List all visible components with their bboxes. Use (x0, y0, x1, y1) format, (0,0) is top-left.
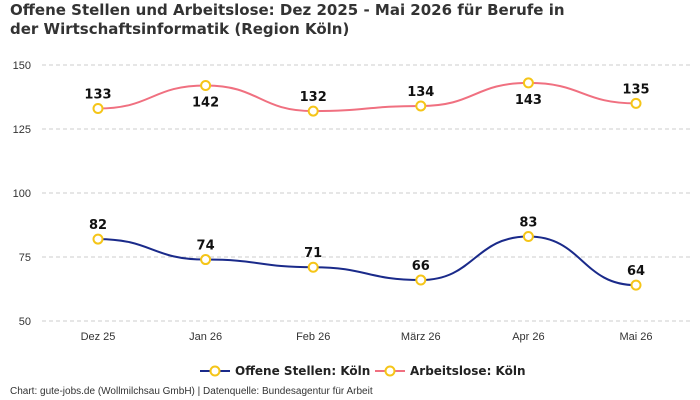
x-tick-label: Feb 26 (296, 331, 330, 343)
data-label: 135 (622, 82, 649, 97)
series-line-0 (97, 235, 637, 287)
data-point (415, 100, 427, 112)
legend-label-1: Arbeitslose: Köln (410, 364, 526, 378)
data-point (200, 254, 212, 266)
data-point (630, 97, 642, 109)
data-point (522, 77, 534, 89)
data-point (415, 274, 427, 286)
legend-label-0: Offene Stellen: Köln (235, 364, 370, 378)
y-tick-label-125: 125 (13, 124, 31, 136)
x-tick-label: Jan 26 (189, 331, 222, 343)
series-lines (97, 81, 637, 287)
data-point (200, 79, 212, 91)
legend-marker-1 (384, 365, 396, 377)
y-tick-label-50: 50 (19, 316, 31, 328)
data-point (522, 231, 534, 243)
data-label: 132 (300, 90, 327, 105)
x-tick-label: Apr 26 (512, 331, 544, 343)
grid-lines (42, 64, 690, 322)
y-axis: 50 75 100 125 150 (13, 60, 31, 328)
data-label: 74 (197, 239, 215, 254)
data-label: 83 (519, 216, 537, 231)
data-label: 143 (515, 93, 542, 108)
data-label: 133 (84, 88, 111, 103)
data-label: 134 (407, 85, 434, 100)
data-label: 142 (192, 95, 219, 110)
data-labels: 82 74 71 66 83 64 133 142 132 134 143 135 (84, 82, 649, 279)
chart-source-footer: Chart: gute-jobs.de (Wollmilchsau GmbH) … (10, 386, 373, 397)
x-tick-label: Dez 25 (81, 331, 116, 343)
x-tick-label: März 26 (401, 331, 441, 343)
data-point (630, 279, 642, 291)
legend: Offene Stellen: Köln Arbeitslose: Köln (200, 364, 526, 378)
data-label: 66 (412, 259, 430, 274)
y-tick-label-150: 150 (13, 60, 31, 72)
y-tick-label-75: 75 (19, 252, 31, 264)
data-point (307, 261, 319, 273)
data-label: 71 (304, 246, 322, 261)
x-tick-label: Mai 26 (619, 331, 652, 343)
series-line-1 (97, 81, 637, 113)
data-point (92, 233, 104, 245)
y-tick-label-100: 100 (13, 188, 31, 200)
data-label: 82 (89, 218, 107, 233)
chart-title: Offene Stellen und Arbeitslose: Dez 2025… (10, 1, 565, 38)
data-label: 64 (627, 264, 645, 279)
x-axis: Dez 25 Jan 26 Feb 26 März 26 Apr 26 Mai 26 (81, 331, 653, 343)
data-point (307, 105, 319, 117)
legend-marker-0 (209, 365, 221, 377)
series-markers (92, 77, 642, 291)
data-point (92, 103, 104, 115)
